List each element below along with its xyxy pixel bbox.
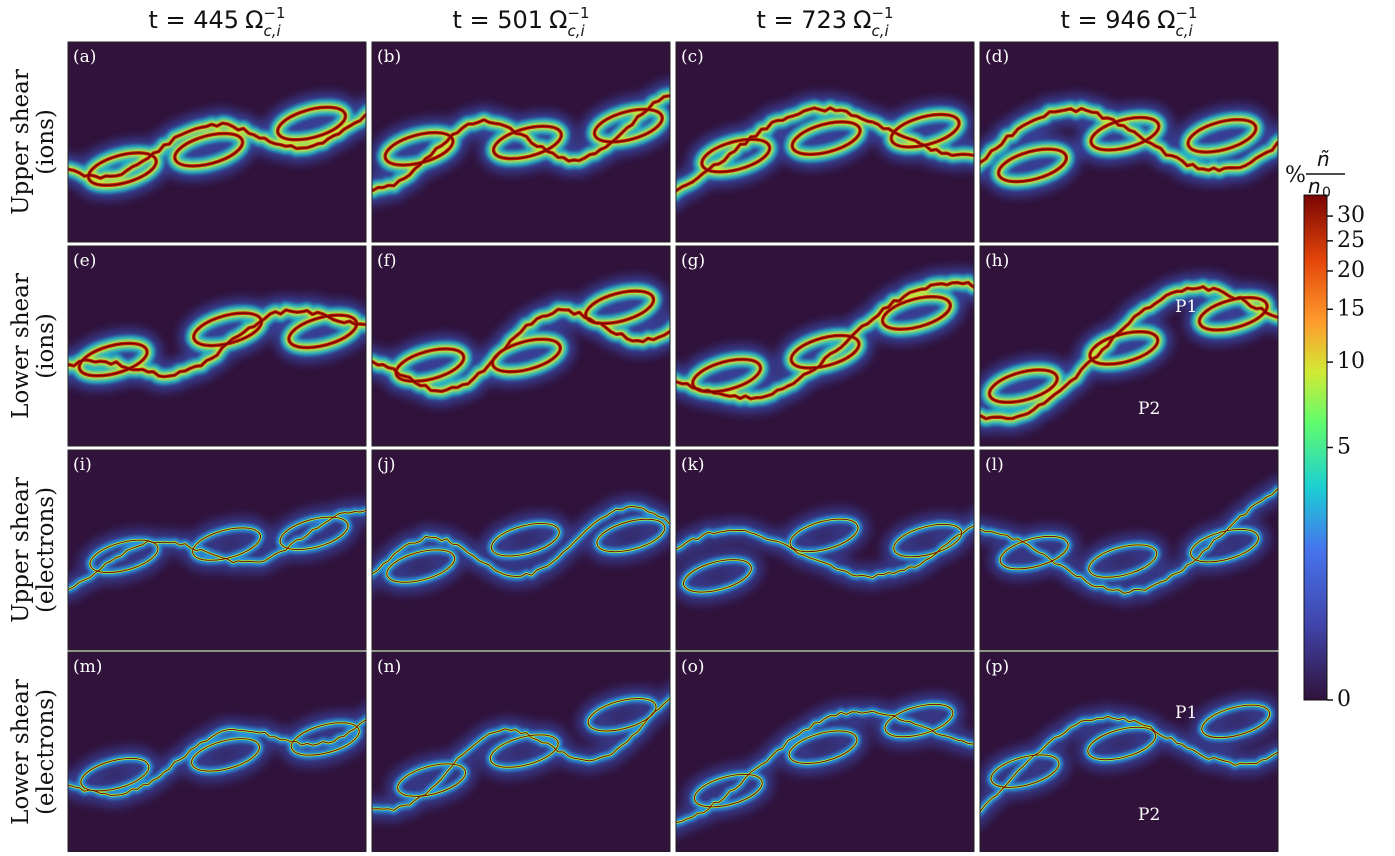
unit: Ω: [1157, 6, 1175, 34]
unit-sup: −1: [1175, 4, 1197, 22]
panel: (a): [58, 42, 376, 242]
panel: (i): [58, 450, 376, 650]
panel: (m): [58, 652, 376, 852]
panel-label: (d): [985, 47, 1009, 67]
unit-sub: c,i: [872, 22, 890, 40]
colorbar-prefix: %: [1285, 163, 1306, 188]
panel-label: (p): [985, 657, 1009, 677]
panel-label: (h): [985, 251, 1009, 271]
colorbar-tick-label: 5: [1337, 435, 1351, 460]
annotation: P2: [1138, 805, 1160, 825]
panel-label: (g): [681, 251, 705, 271]
row-label: (ions): [33, 313, 59, 379]
time: t = 946: [1060, 6, 1151, 34]
panel-label: (e): [73, 251, 96, 271]
row-label: Lower shear: [8, 679, 34, 825]
panel: (h): [970, 246, 1288, 446]
row-label: Upper shear: [8, 69, 34, 215]
panel-label: (i): [73, 455, 92, 475]
annotation: P1: [1175, 703, 1197, 723]
row-label: (ions): [33, 109, 59, 175]
panel: (o): [666, 652, 984, 852]
panel-label: (f): [377, 251, 397, 271]
unit-sub: c,i: [568, 22, 586, 40]
row-label: (electrons): [33, 689, 59, 815]
unit-sub: c,i: [264, 22, 282, 40]
panel-label: (j): [377, 455, 396, 475]
panel: (n): [362, 652, 680, 852]
panel: (c): [666, 42, 984, 242]
panel: (g): [666, 246, 984, 446]
panel: (b): [362, 42, 680, 242]
time: t = 723: [756, 6, 847, 34]
colorbar-tick-label: 15: [1337, 296, 1365, 321]
annotation: P2: [1138, 399, 1160, 419]
panel: (l): [970, 450, 1288, 650]
panel-label: (c): [681, 47, 704, 67]
colorbar-den-sub: 0: [1322, 185, 1331, 201]
unit: Ω: [549, 6, 567, 34]
colorbar-den: n: [1308, 174, 1321, 198]
row-label: Lower shear: [8, 273, 34, 419]
panel-label: (n): [377, 657, 401, 677]
row-label: (electrons): [33, 487, 59, 613]
colorbar: [1304, 195, 1327, 700]
panel-label: (a): [73, 47, 96, 67]
unit-sub: c,i: [1176, 22, 1194, 40]
time: t = 445: [148, 6, 239, 34]
unit-sup: −1: [871, 4, 893, 22]
time: t = 501: [452, 6, 543, 34]
figure: t = 445Ω−1c,it = 501Ω−1c,it = 723Ω−1c,it…: [0, 0, 1395, 852]
unit-sup: −1: [263, 4, 285, 22]
panel: (p): [970, 652, 1288, 852]
panel: (k): [666, 450, 984, 650]
colorbar-tick-label: 30: [1337, 203, 1365, 228]
colorbar-num: ñ: [1317, 147, 1330, 171]
unit: Ω: [245, 6, 263, 34]
panel: (d): [970, 42, 1288, 242]
annotation: P1: [1175, 297, 1197, 317]
panel-label: (b): [377, 47, 401, 67]
panel-label: (m): [73, 657, 102, 677]
panel: (e): [58, 246, 376, 446]
colorbar-tick-label: 0: [1337, 687, 1351, 712]
colorbar-tick-label: 20: [1337, 258, 1365, 283]
panel-label: (o): [681, 657, 705, 677]
panel-label: (k): [681, 455, 705, 475]
panel: (j): [362, 450, 680, 650]
unit: Ω: [853, 6, 871, 34]
unit-sup: −1: [567, 4, 589, 22]
panel-label: (l): [985, 455, 1004, 475]
colorbar-tick-label: 10: [1337, 349, 1365, 374]
row-label: Upper shear: [8, 477, 34, 623]
colorbar-tick-label: 25: [1337, 228, 1365, 253]
panel: (f): [362, 246, 680, 446]
